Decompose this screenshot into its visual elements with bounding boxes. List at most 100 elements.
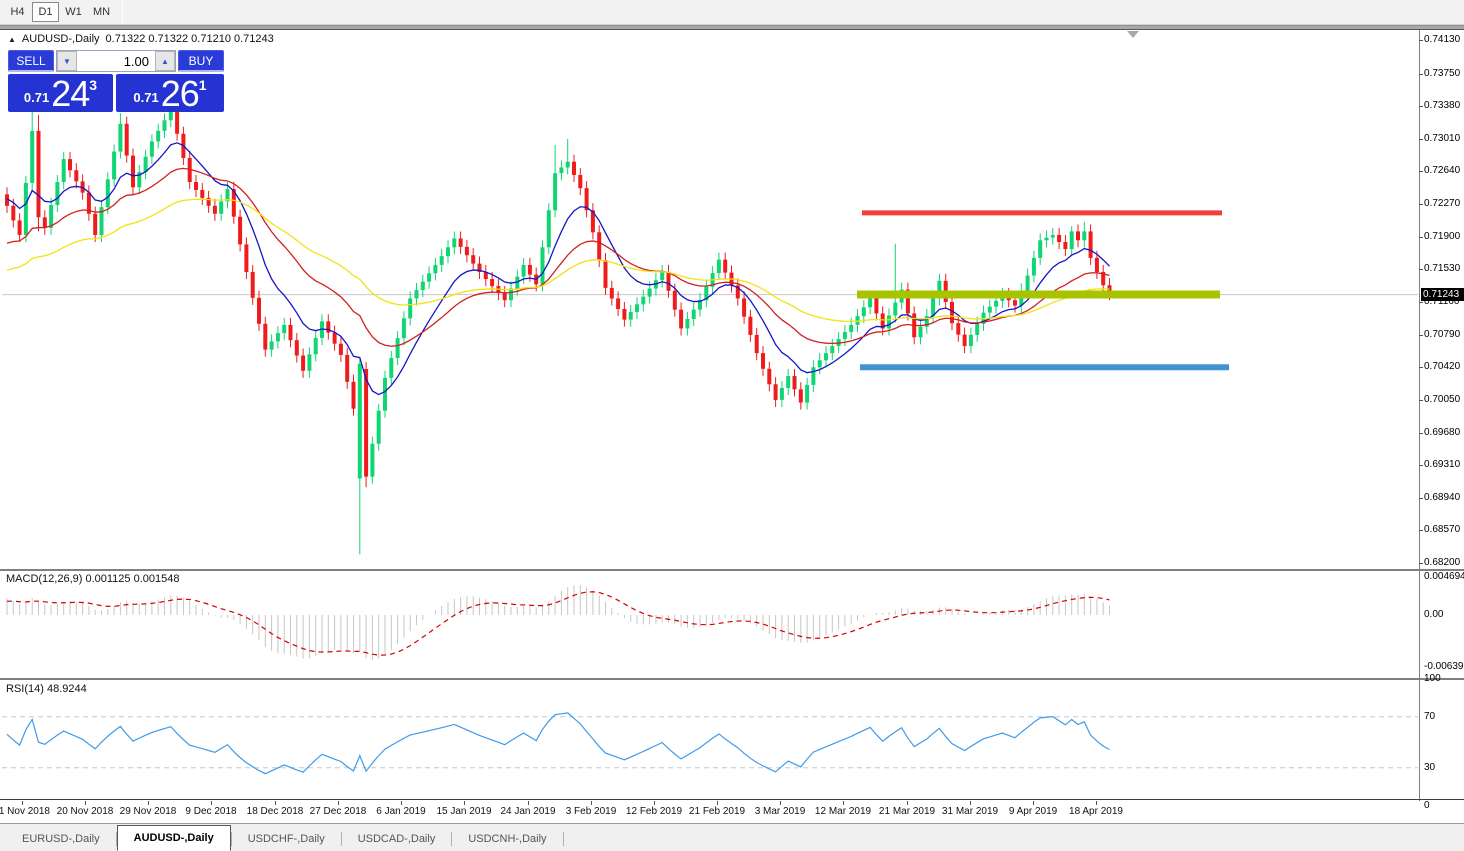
time-tick-mark — [1033, 801, 1034, 805]
bid-price-panel[interactable]: 0.71 24 3 — [8, 74, 113, 112]
timeframe-button-mn[interactable]: MN — [92, 6, 111, 18]
time-tick-mark — [970, 801, 971, 805]
time-tick-mark — [338, 801, 339, 805]
macd-axis[interactable]: 0.004694 0.00 -0.00639 — [1424, 0, 1464, 851]
time-tick-mark — [211, 801, 212, 805]
time-tick-label: 18 Dec 2018 — [246, 806, 304, 817]
time-tick-mark — [275, 801, 276, 805]
time-tick-label: 24 Jan 2019 — [500, 806, 556, 817]
time-tick-mark — [1096, 801, 1097, 805]
bid-price-prefix: 0.71 — [23, 90, 50, 105]
tab-audusd[interactable]: AUDUSD-,Daily — [116, 825, 231, 851]
time-tick-label: 3 Mar 2019 — [754, 806, 806, 817]
price-tick-label: 0.72640 — [1424, 165, 1461, 177]
timeframe-button-h4[interactable]: H4 — [10, 6, 25, 18]
axis-tick-mark — [1419, 334, 1423, 336]
timeframe-button-w1[interactable]: W1 — [65, 6, 82, 18]
time-tick-mark — [591, 801, 592, 805]
volume-decrease-button[interactable]: ▼ — [57, 51, 77, 71]
time-tick-mark — [843, 801, 844, 805]
axis-tick-mark — [1419, 138, 1423, 140]
time-tick-label: 6 Jan 2019 — [376, 806, 426, 817]
time-tick-mark — [717, 801, 718, 805]
axis-tick-mark — [1419, 106, 1423, 108]
axis-tick-mark — [1419, 73, 1423, 75]
time-tick-label: 20 Nov 2018 — [56, 806, 114, 817]
price-tick-label: 0.74130 — [1424, 34, 1461, 45]
timeframe-button-d1[interactable]: D1 — [32, 2, 59, 22]
time-tick-label: 27 Dec 2018 — [309, 806, 367, 817]
tab-separator — [451, 832, 453, 846]
tab-separator — [562, 832, 564, 846]
collapse-arrow-icon[interactable]: ▲ — [8, 34, 16, 44]
window-top-edge — [0, 25, 1464, 29]
rsi-tick-label: 30 — [1424, 761, 1436, 773]
macd-label: MACD(12,26,9) 0.001125 0.001548 — [6, 573, 180, 585]
time-axis[interactable]: 11 Nov 2018 20 Nov 2018 29 Nov 2018 9 Dec 2… — [0, 801, 1464, 823]
price-axis-line — [1419, 30, 1420, 801]
chart-window[interactable] — [0, 29, 1464, 823]
buy-button[interactable]: BUY — [178, 50, 224, 72]
axis-tick-mark — [1419, 432, 1423, 434]
price-tick-label: 0.73380 — [1424, 100, 1461, 112]
time-tick-label: 18 Apr 2019 — [1069, 806, 1123, 817]
tab-usdcad[interactable]: USDCAD-,Daily — [357, 833, 436, 845]
macd-panel-separator[interactable] — [0, 569, 1464, 571]
tab-separator — [230, 832, 232, 846]
time-tick-mark — [654, 801, 655, 805]
price-tick-label: 0.69680 — [1424, 426, 1461, 438]
axis-tick-mark — [1419, 236, 1423, 238]
bid-price-pip-digit: 3 — [89, 77, 98, 93]
axis-tick-mark — [1419, 171, 1423, 173]
price-axis[interactable]: 0.74130 0.73750 0.73380 0.73010 0.72640 0.722… — [1419, 0, 1464, 851]
time-tick-mark — [85, 801, 86, 805]
toolbar-separator — [122, 1, 123, 23]
axis-tick-mark — [1419, 367, 1423, 369]
price-tick-label: 0.71900 — [1424, 230, 1461, 242]
macd-tick-label: 0.00 — [1424, 609, 1444, 620]
axis-tick-mark — [1419, 269, 1423, 271]
time-tick-label: 31 Mar 2019 — [941, 806, 999, 817]
chart-title: ▲ AUDUSD-,Daily 0.71322 0.71322 0.71210 … — [8, 33, 274, 45]
ask-price-panel[interactable]: 0.71 26 1 — [116, 74, 224, 112]
time-tick-label: 3 Feb 2019 — [565, 806, 617, 817]
axis-tick-mark — [1419, 204, 1423, 206]
axis-tick-mark — [1419, 40, 1423, 41]
current-price-tag: 0.71243 — [1421, 288, 1464, 302]
price-tick-label: 0.73010 — [1424, 132, 1461, 144]
volume-increase-button[interactable]: ▲ — [155, 51, 175, 71]
time-tick-label: 21 Mar 2019 — [878, 806, 936, 817]
price-tick-label: 0.71160 — [1424, 295, 1460, 307]
time-axis-separator — [0, 799, 1464, 800]
time-tick-label: 9 Apr 2019 — [1008, 806, 1058, 817]
tab-eurusd[interactable]: EURUSD-,Daily — [22, 833, 100, 845]
time-tick-mark — [148, 801, 149, 805]
macd-tick-label: 0.004694 — [1424, 570, 1464, 582]
macd-tick-label: -0.00639 — [1424, 661, 1464, 673]
volume-value[interactable]: 1.00 — [123, 53, 149, 69]
rsi-axis[interactable]: 100 70 30 0 — [1424, 0, 1464, 851]
tab-usdchf[interactable]: USDCHF-,Daily — [247, 833, 325, 845]
price-tick-label: 0.68940 — [1424, 491, 1461, 503]
time-tick-label: 12 Mar 2019 — [814, 806, 872, 817]
chart-symbol-label: AUDUSD-,Daily — [21, 33, 100, 45]
timeframe-toolbar: H4 D1 W1 MN — [0, 0, 1464, 25]
sell-button[interactable]: SELL — [8, 50, 54, 72]
price-tick-label: 0.69310 — [1424, 459, 1461, 471]
price-tick-label: 0.68200 — [1424, 557, 1461, 569]
time-tick-label: 11 Nov 2018 — [0, 806, 50, 817]
time-tick-mark — [464, 801, 465, 805]
tab-usdcnh[interactable]: USDCNH-,Daily — [468, 833, 547, 845]
axis-tick-mark — [1419, 301, 1423, 303]
time-tick-label: 21 Feb 2019 — [688, 806, 746, 817]
axis-tick-mark — [1419, 563, 1423, 565]
ask-price-pip-digit: 1 — [198, 77, 207, 93]
chart-shift-marker-icon[interactable] — [1127, 31, 1139, 38]
price-tick-label: 0.72270 — [1424, 198, 1461, 210]
price-tick-label: 0.68570 — [1424, 524, 1461, 536]
rsi-panel-separator[interactable] — [0, 678, 1464, 680]
axis-tick-mark — [1419, 465, 1423, 467]
price-tick-label: 0.70790 — [1424, 328, 1461, 340]
tab-separator — [115, 832, 117, 846]
time-tick-label: 15 Jan 2019 — [436, 806, 492, 817]
